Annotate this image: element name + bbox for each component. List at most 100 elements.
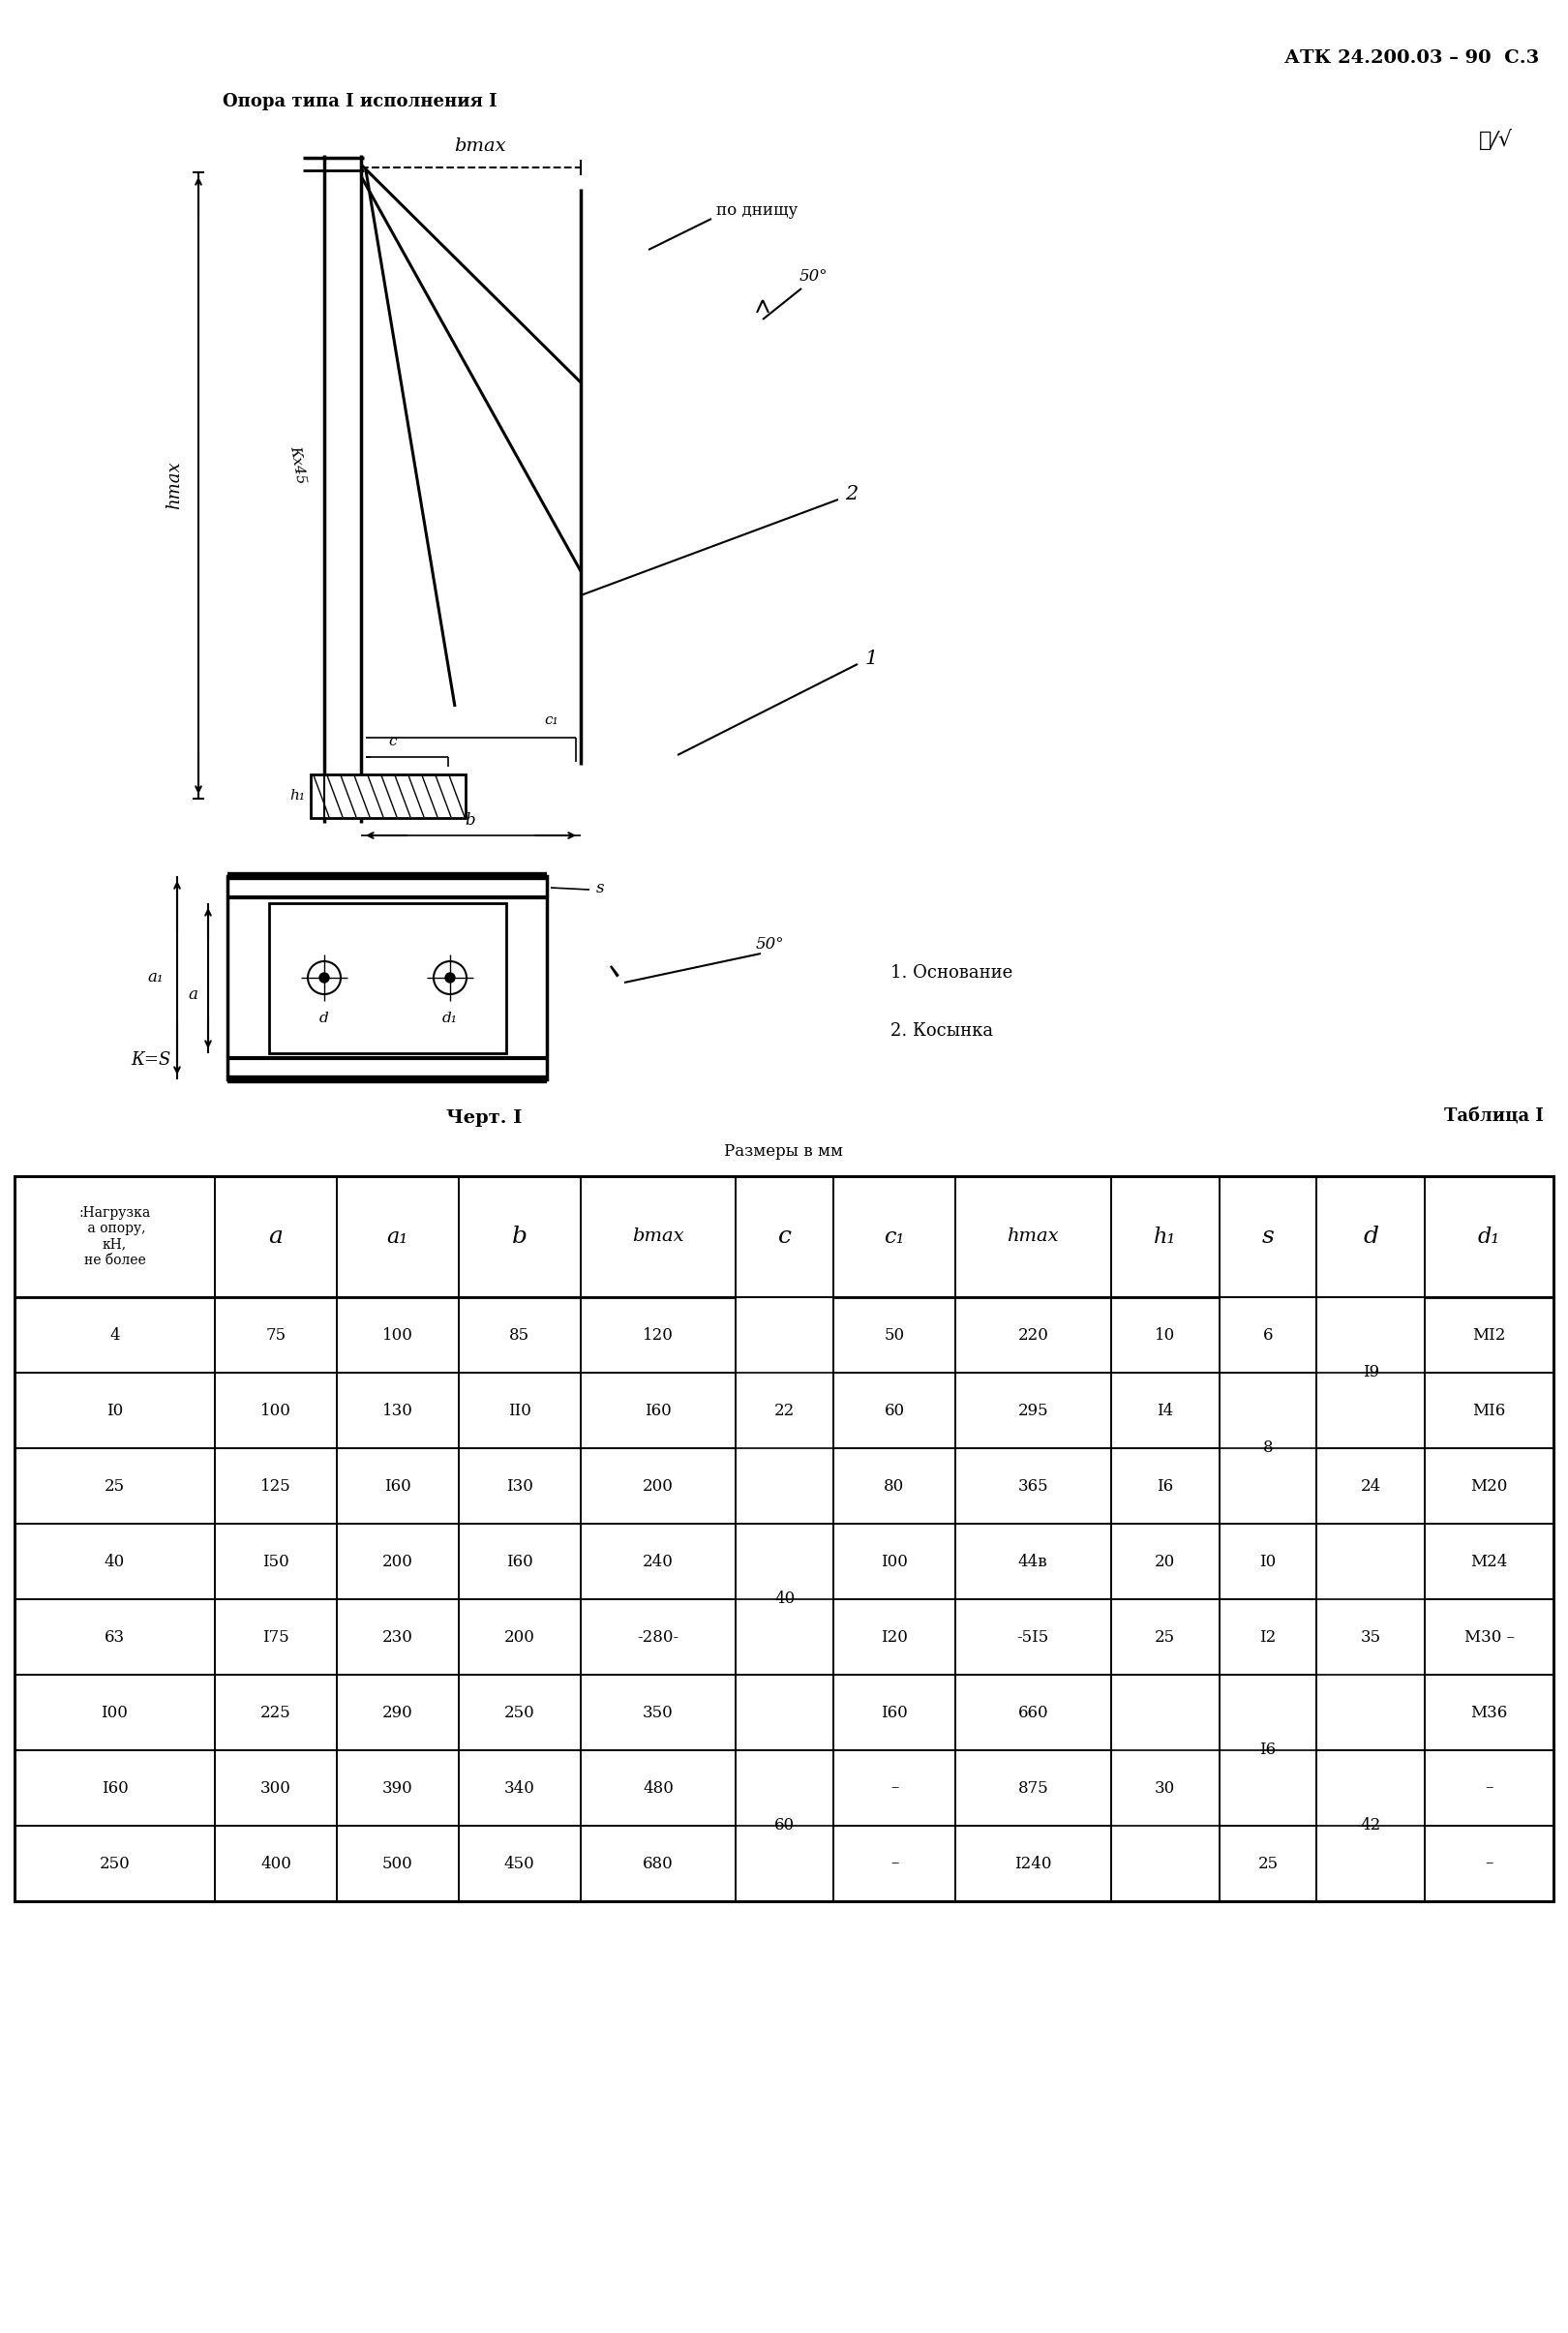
Text: 25: 25 (1258, 1855, 1278, 1871)
Text: 250: 250 (99, 1855, 130, 1871)
Text: 40: 40 (105, 1554, 125, 1570)
Text: 4: 4 (110, 1327, 119, 1344)
Bar (1317, 1827, 1424, 1901)
Text: 50: 50 (884, 1327, 905, 1344)
Text: h₁: h₁ (1154, 1227, 1176, 1248)
Text: 40: 40 (775, 1628, 795, 1645)
Text: 875: 875 (1018, 1780, 1049, 1796)
Text: 75: 75 (265, 1327, 285, 1344)
Text: 220: 220 (1018, 1327, 1049, 1344)
Text: II0: II0 (508, 1402, 532, 1418)
Text: 6: 6 (1262, 1327, 1273, 1344)
Bar (1220, 1827, 1316, 1901)
Text: I4: I4 (1157, 1402, 1173, 1418)
Text: 8: 8 (1262, 1439, 1273, 1456)
Text: 680: 680 (643, 1855, 674, 1871)
Text: I30: I30 (506, 1477, 533, 1493)
Text: I6: I6 (1259, 1703, 1276, 1722)
Text: 30: 30 (1154, 1780, 1176, 1796)
Text: 340: 340 (503, 1780, 535, 1796)
Text: К=S: К=S (130, 1052, 171, 1069)
Text: M30 –: M30 – (1465, 1628, 1515, 1645)
Bar (1317, 1675, 1424, 1750)
Bar (227, 877, 547, 1080)
Text: 200: 200 (643, 1477, 674, 1493)
Text: 500: 500 (383, 1855, 412, 1871)
Bar (1112, 1675, 1218, 1750)
Text: 35: 35 (1361, 1554, 1381, 1570)
Text: –: – (1485, 1780, 1493, 1796)
Text: 300: 300 (260, 1780, 292, 1796)
Bar (14, 1176, 1554, 1901)
Text: I60: I60 (384, 1477, 411, 1493)
Text: c: c (778, 1225, 792, 1248)
Text: I0: I0 (1259, 1554, 1276, 1570)
Text: I2: I2 (1259, 1628, 1276, 1645)
Text: :Нагрузка
 а опору,
кН,
не более: :Нагрузка а опору, кН, не более (78, 1206, 151, 1267)
Text: d₁: d₁ (442, 1013, 458, 1024)
Text: 44в: 44в (1018, 1554, 1047, 1570)
Text: 25: 25 (1258, 1855, 1278, 1871)
Text: d: d (320, 1013, 329, 1024)
Text: 200: 200 (503, 1628, 535, 1645)
Text: M20: M20 (1471, 1477, 1508, 1493)
Bar (737, 1675, 833, 1750)
Text: 390: 390 (383, 1780, 412, 1796)
Text: ∅/√: ∅/√ (1479, 131, 1513, 152)
Text: 42: 42 (1361, 1817, 1381, 1834)
Text: 22: 22 (775, 1402, 795, 1418)
Text: b: b (466, 812, 475, 828)
Text: hmax: hmax (166, 462, 183, 509)
Text: 230: 230 (383, 1628, 412, 1645)
Bar (1220, 1449, 1316, 1523)
Text: 100: 100 (383, 1327, 412, 1344)
Bar (1317, 1752, 1424, 1824)
Text: I6: I6 (1157, 1477, 1173, 1493)
Bar (310, 775, 466, 819)
Text: 400: 400 (260, 1855, 292, 1871)
Text: 24: 24 (1361, 1477, 1381, 1493)
Bar (1317, 1374, 1424, 1446)
Bar (737, 1600, 833, 1673)
Bar (1317, 1600, 1424, 1673)
Text: I50: I50 (262, 1554, 289, 1570)
Circle shape (320, 973, 329, 982)
Text: Размеры в мм: Размеры в мм (724, 1143, 844, 1160)
Text: I00: I00 (102, 1703, 129, 1722)
Text: I9: I9 (1363, 1365, 1378, 1381)
Text: 50°: 50° (798, 268, 828, 285)
Text: Опора типа I исполнения I: Опора типа I исполнения I (223, 93, 497, 110)
Bar (737, 1827, 833, 1901)
Text: -280-: -280- (637, 1628, 679, 1645)
Text: 30: 30 (1154, 1780, 1176, 1796)
Text: 40: 40 (775, 1591, 795, 1607)
Bar (737, 1374, 833, 1446)
Bar (14, 1176, 1554, 1901)
Text: M36: M36 (1471, 1703, 1508, 1722)
Text: c: c (389, 735, 397, 749)
Text: I60: I60 (644, 1402, 671, 1418)
Text: I60: I60 (881, 1703, 908, 1722)
Text: I75: I75 (262, 1628, 289, 1645)
Text: I0: I0 (1259, 1554, 1276, 1570)
Text: 24: 24 (1361, 1477, 1381, 1493)
Bar (737, 1752, 833, 1824)
Text: I9: I9 (1363, 1402, 1378, 1418)
Bar (1112, 1827, 1218, 1901)
Text: 60: 60 (775, 1780, 795, 1796)
Text: 120: 120 (643, 1327, 674, 1344)
Text: 22: 22 (775, 1402, 795, 1418)
Text: 130: 130 (383, 1402, 412, 1418)
Bar (270, 903, 506, 1052)
Text: 80: 80 (884, 1477, 905, 1493)
Text: d: d (1363, 1225, 1378, 1248)
Text: hmax: hmax (1007, 1227, 1058, 1246)
Text: Черт. I: Черт. I (445, 1111, 522, 1127)
Text: s: s (1262, 1225, 1275, 1248)
Text: 350: 350 (643, 1703, 674, 1722)
Text: 2: 2 (845, 485, 858, 504)
Text: MI6: MI6 (1472, 1402, 1505, 1418)
Bar (737, 1297, 833, 1372)
Text: 240: 240 (643, 1554, 674, 1570)
Text: 450: 450 (503, 1855, 535, 1871)
